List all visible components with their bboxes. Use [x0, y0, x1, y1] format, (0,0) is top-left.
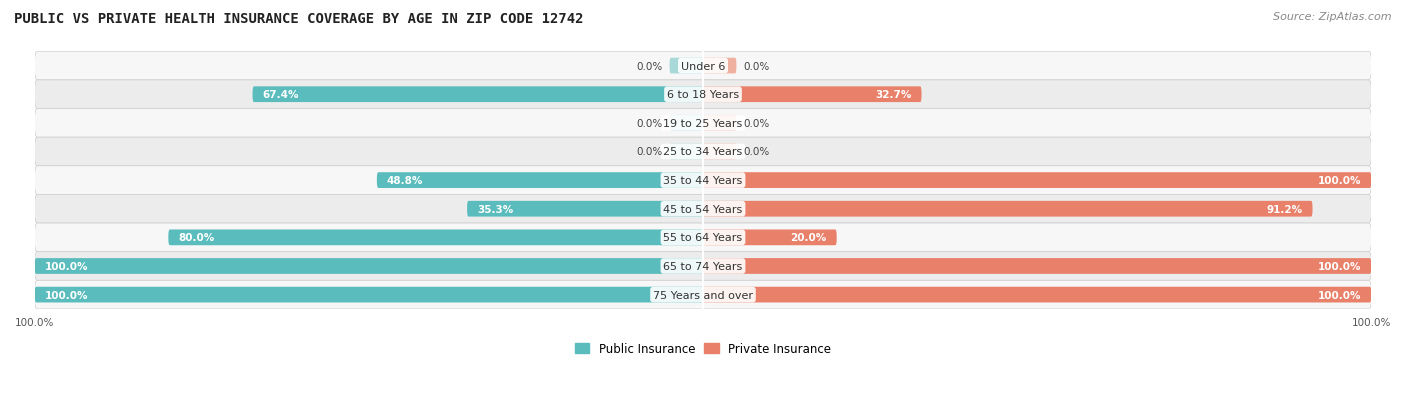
FancyBboxPatch shape: [35, 287, 703, 303]
Text: 0.0%: 0.0%: [637, 147, 662, 157]
Text: PUBLIC VS PRIVATE HEALTH INSURANCE COVERAGE BY AGE IN ZIP CODE 12742: PUBLIC VS PRIVATE HEALTH INSURANCE COVER…: [14, 12, 583, 26]
Text: 32.7%: 32.7%: [875, 90, 911, 100]
Text: 35.3%: 35.3%: [477, 204, 513, 214]
FancyBboxPatch shape: [669, 59, 703, 74]
FancyBboxPatch shape: [703, 59, 737, 74]
Text: Under 6: Under 6: [681, 62, 725, 71]
FancyBboxPatch shape: [703, 116, 737, 131]
Text: 45 to 54 Years: 45 to 54 Years: [664, 204, 742, 214]
Text: 48.8%: 48.8%: [387, 176, 423, 186]
FancyBboxPatch shape: [703, 287, 1371, 303]
FancyBboxPatch shape: [467, 202, 703, 217]
FancyBboxPatch shape: [253, 87, 703, 103]
Text: 100.0%: 100.0%: [45, 261, 89, 271]
FancyBboxPatch shape: [35, 81, 1371, 109]
Text: 19 to 25 Years: 19 to 25 Years: [664, 119, 742, 128]
FancyBboxPatch shape: [703, 202, 1313, 217]
Text: 0.0%: 0.0%: [744, 119, 769, 128]
FancyBboxPatch shape: [703, 173, 1371, 188]
Text: 0.0%: 0.0%: [744, 147, 769, 157]
Text: 100.0%: 100.0%: [45, 290, 89, 300]
Text: 25 to 34 Years: 25 to 34 Years: [664, 147, 742, 157]
Text: 0.0%: 0.0%: [637, 62, 662, 71]
Text: 55 to 64 Years: 55 to 64 Years: [664, 233, 742, 243]
Text: 100.0%: 100.0%: [1317, 261, 1361, 271]
Text: 20.0%: 20.0%: [790, 233, 827, 243]
Text: 35 to 44 Years: 35 to 44 Years: [664, 176, 742, 186]
FancyBboxPatch shape: [35, 52, 1371, 81]
Text: 100.0%: 100.0%: [1317, 290, 1361, 300]
Text: 6 to 18 Years: 6 to 18 Years: [666, 90, 740, 100]
Text: 80.0%: 80.0%: [179, 233, 215, 243]
Text: 0.0%: 0.0%: [744, 62, 769, 71]
Text: 67.4%: 67.4%: [263, 90, 299, 100]
FancyBboxPatch shape: [35, 138, 1371, 166]
FancyBboxPatch shape: [169, 230, 703, 246]
FancyBboxPatch shape: [703, 259, 1371, 274]
Text: 75 Years and over: 75 Years and over: [652, 290, 754, 300]
FancyBboxPatch shape: [703, 87, 921, 103]
FancyBboxPatch shape: [35, 280, 1371, 309]
FancyBboxPatch shape: [377, 173, 703, 188]
FancyBboxPatch shape: [703, 144, 737, 160]
Text: 65 to 74 Years: 65 to 74 Years: [664, 261, 742, 271]
FancyBboxPatch shape: [669, 144, 703, 160]
FancyBboxPatch shape: [35, 109, 1371, 138]
Legend: Public Insurance, Private Insurance: Public Insurance, Private Insurance: [571, 337, 835, 360]
Text: 0.0%: 0.0%: [637, 119, 662, 128]
FancyBboxPatch shape: [703, 230, 837, 246]
FancyBboxPatch shape: [35, 195, 1371, 223]
Text: Source: ZipAtlas.com: Source: ZipAtlas.com: [1274, 12, 1392, 22]
FancyBboxPatch shape: [35, 259, 703, 274]
Text: 100.0%: 100.0%: [1317, 176, 1361, 186]
FancyBboxPatch shape: [669, 116, 703, 131]
FancyBboxPatch shape: [35, 252, 1371, 280]
FancyBboxPatch shape: [35, 166, 1371, 195]
FancyBboxPatch shape: [35, 223, 1371, 252]
Text: 91.2%: 91.2%: [1267, 204, 1302, 214]
